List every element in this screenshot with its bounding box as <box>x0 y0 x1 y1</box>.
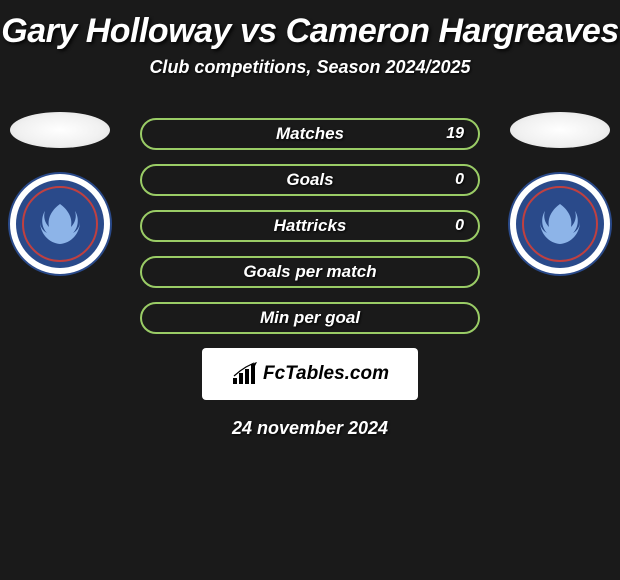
stat-row-matches: Matches 19 <box>140 118 480 150</box>
comparison-content: Matches 19 Goals 0 Hattricks 0 Goals per… <box>0 96 620 439</box>
source-logo-box[interactable]: FcTables.com <box>202 348 418 400</box>
left-club-badge <box>10 174 110 274</box>
stat-row-goals: Goals 0 <box>140 164 480 196</box>
stat-row-hattricks: Hattricks 0 <box>140 210 480 242</box>
page-title: Gary Holloway vs Cameron Hargreaves <box>0 0 620 57</box>
phoenix-icon <box>535 199 585 249</box>
stat-label: Min per goal <box>260 308 360 328</box>
left-player-avatar-placeholder <box>10 112 110 148</box>
right-club-badge-inner <box>522 186 598 262</box>
left-club-badge-inner <box>22 186 98 262</box>
report-date: 24 november 2024 <box>0 418 620 439</box>
phoenix-icon <box>35 199 85 249</box>
right-club-badge <box>510 174 610 274</box>
left-player-column <box>5 96 115 274</box>
stat-label: Matches <box>276 124 344 144</box>
season-subtitle: Club competitions, Season 2024/2025 <box>0 57 620 96</box>
stat-right-value: 0 <box>455 217 464 235</box>
stat-row-goals-per-match: Goals per match <box>140 256 480 288</box>
stats-list: Matches 19 Goals 0 Hattricks 0 Goals per… <box>140 96 480 334</box>
stat-right-value: 0 <box>455 171 464 189</box>
source-site-name: FcTables.com <box>263 363 389 385</box>
stat-right-value: 19 <box>446 125 464 143</box>
right-player-avatar-placeholder <box>510 112 610 148</box>
bar-chart-icon <box>231 362 259 386</box>
right-player-column <box>505 96 615 274</box>
stat-label: Hattricks <box>274 216 347 236</box>
stat-row-min-per-goal: Min per goal <box>140 302 480 334</box>
stat-label: Goals <box>286 170 333 190</box>
stat-label: Goals per match <box>243 262 376 282</box>
